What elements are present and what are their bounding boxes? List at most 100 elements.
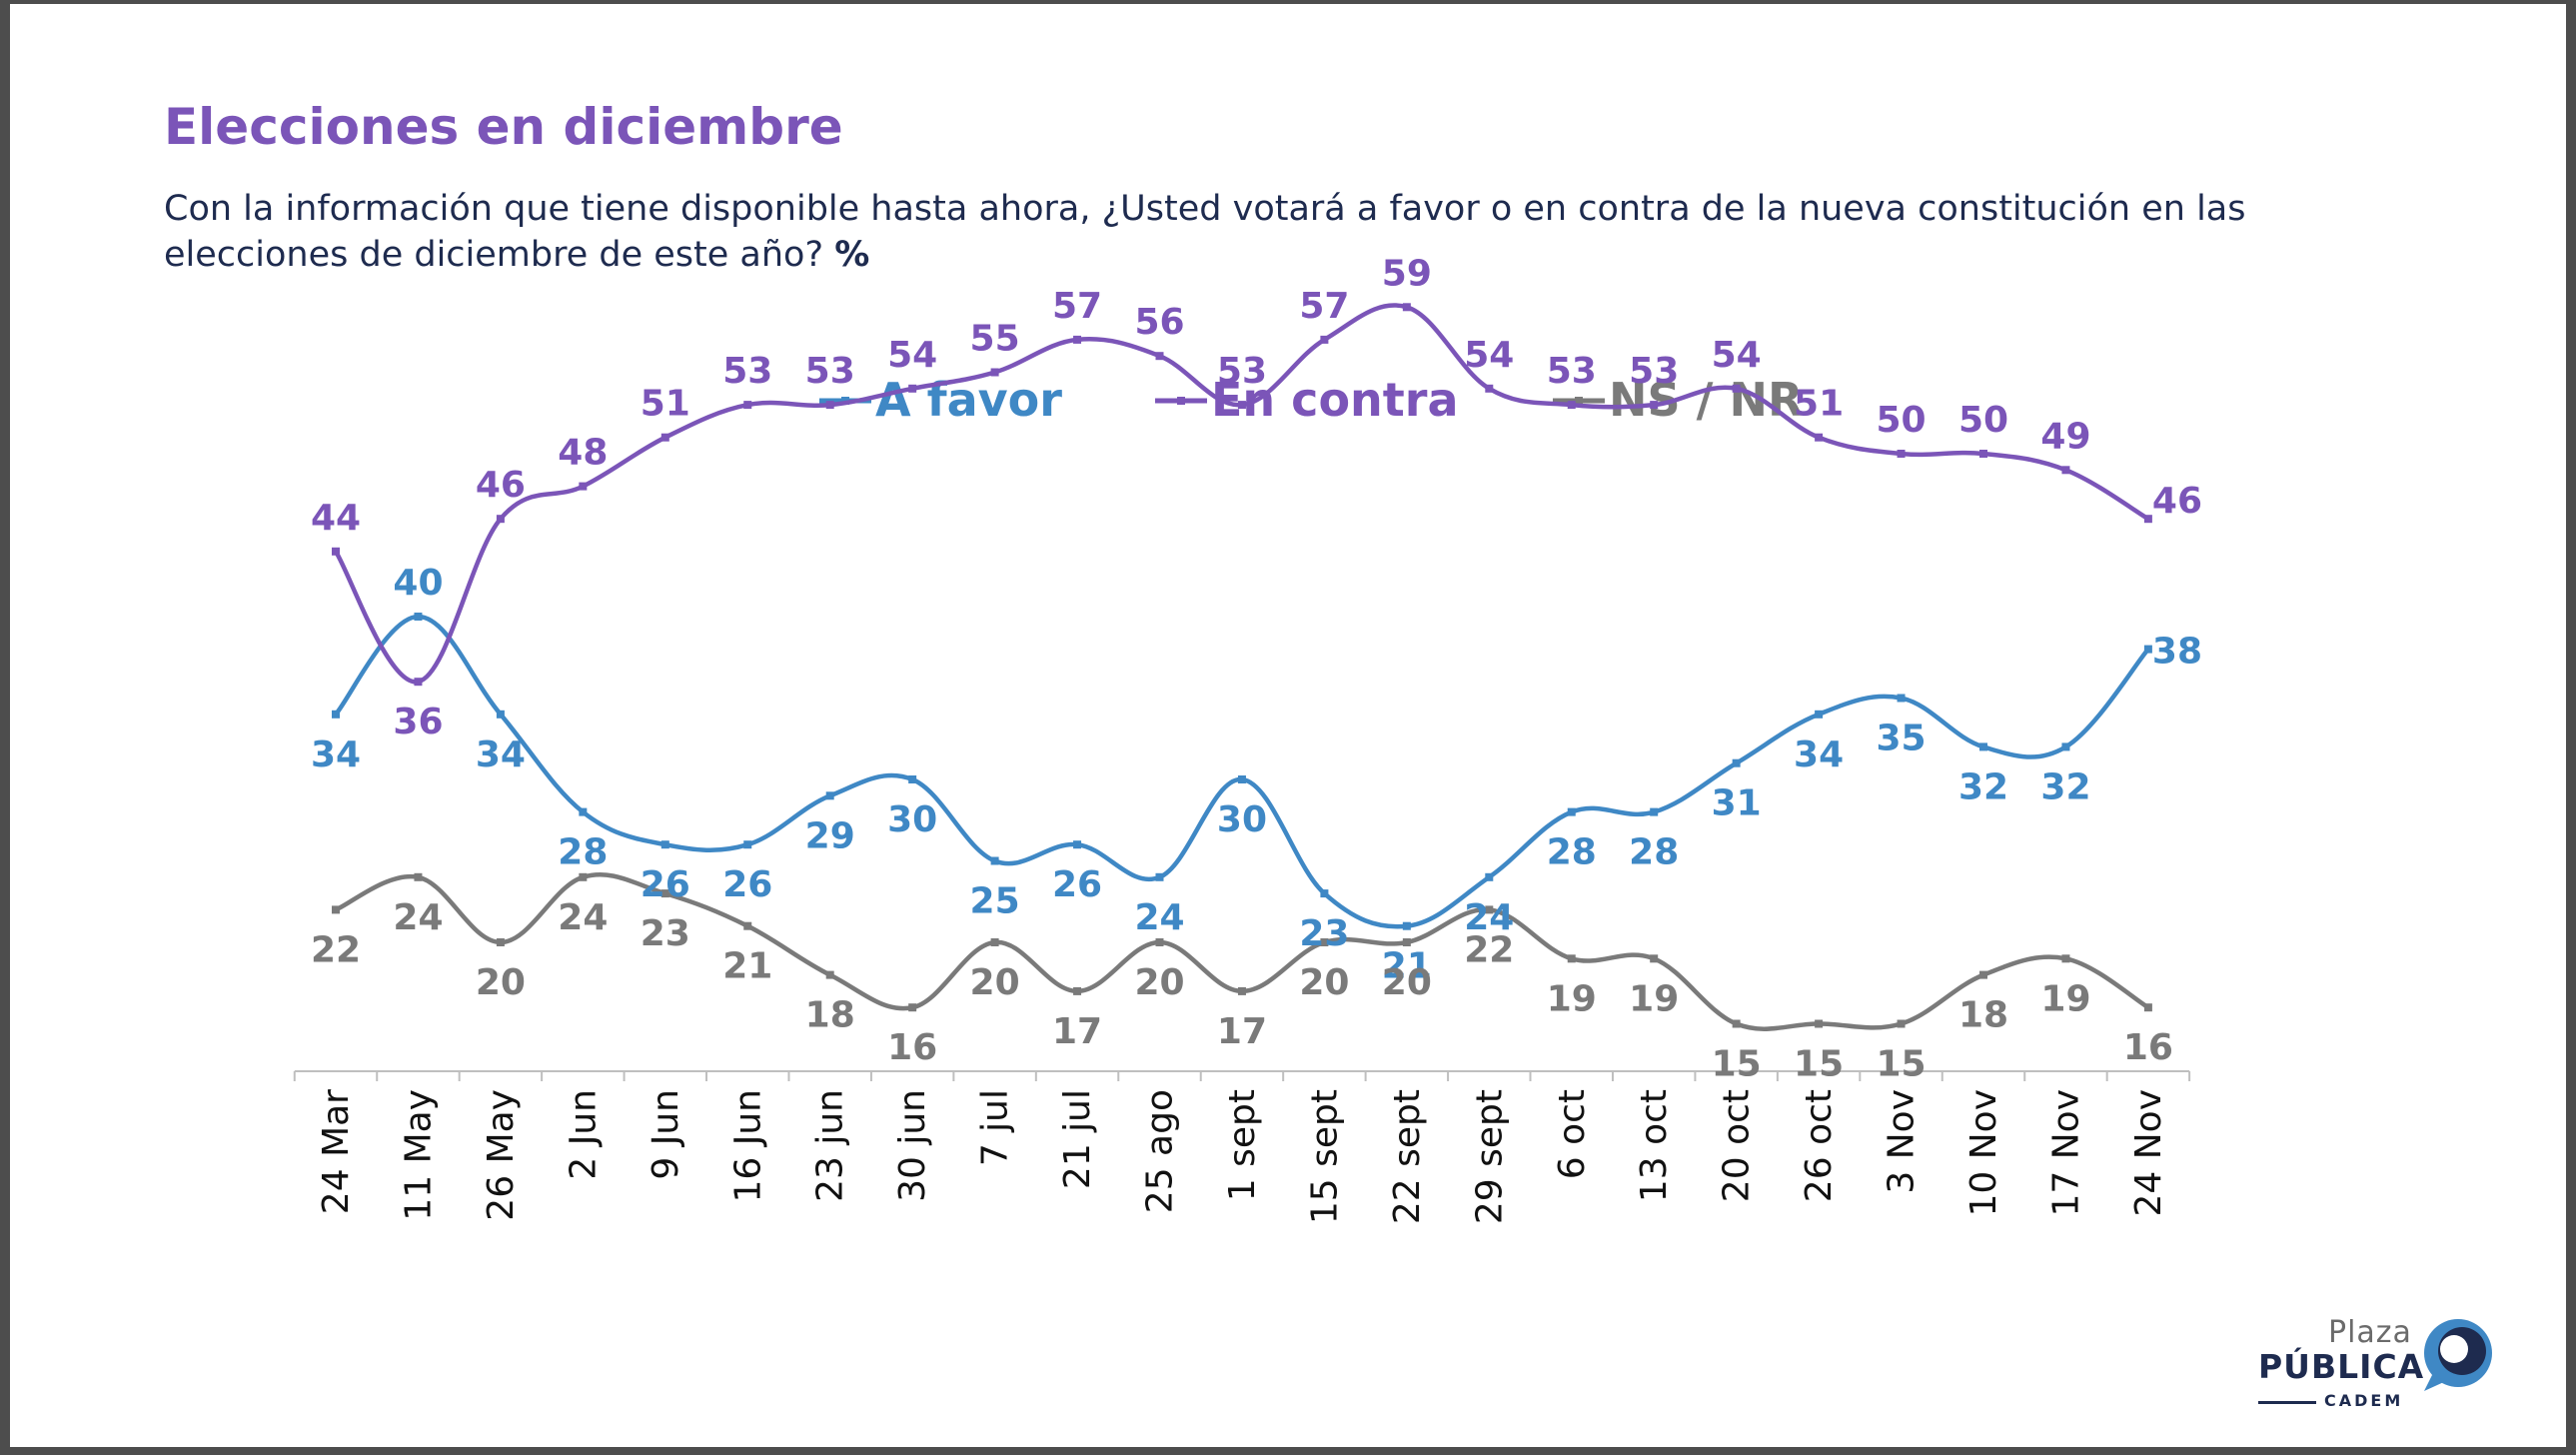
legend-label-a-favor: A favor (875, 373, 1062, 427)
data-label-ns-nr: 20 (970, 962, 1020, 1003)
data-label-en-contra: 51 (641, 384, 690, 425)
data-point-ns-nr (1979, 970, 1987, 979)
data-label-ns-nr: 20 (1134, 962, 1184, 1003)
data-label-en-contra: 59 (1382, 253, 1432, 294)
data-point-ns-nr (990, 938, 999, 946)
data-point-ns-nr (908, 1003, 917, 1012)
data-label-ns-nr: 19 (1629, 978, 1679, 1019)
data-label-ns-nr: 15 (1712, 1044, 1762, 1085)
data-labels: 34 40 34 28 26 26 29 30 25 26 24 30 23 21 24 28 28 31 34 35… (311, 253, 2202, 1084)
data-point-ns-nr (660, 889, 669, 898)
speech-bubble-icon (2424, 1319, 2492, 1391)
data-label-a-favor: 30 (887, 799, 937, 840)
page-title: Elecciones en diciembre (164, 98, 843, 156)
data-point-en-contra (1155, 352, 1164, 361)
data-label-a-favor: 38 (2152, 632, 2202, 673)
data-label-a-favor: 23 (1299, 913, 1349, 954)
slide (10, 4, 2566, 1447)
data-point-en-contra (1073, 335, 1082, 344)
data-label-en-contra: 44 (311, 498, 361, 539)
data-label-ns-nr: 17 (1052, 1011, 1102, 1052)
data-label-ns-nr: 16 (887, 1027, 937, 1068)
data-label-a-favor: 28 (558, 832, 608, 873)
series-layer (332, 303, 2152, 1031)
data-point-ns-nr (496, 938, 505, 946)
data-label-ns-nr: 15 (1794, 1044, 1844, 1085)
data-point-en-contra (990, 368, 999, 377)
data-point-en-contra (1732, 384, 1741, 393)
data-label-a-favor: 21 (1382, 946, 1432, 987)
x-tick-label: 22 sept (1387, 1089, 1428, 1224)
data-point-a-favor (1320, 889, 1329, 898)
data-label-en-contra: 53 (722, 351, 772, 392)
data-point-ns-nr (579, 872, 588, 881)
data-label-a-favor: 31 (1712, 783, 1762, 824)
logo-publica-text: PÚBLICA (2258, 1347, 2425, 1386)
x-tick-label: 20 oct (1717, 1089, 1758, 1202)
x-axis: 24 Mar 11 May 26 May 2 Jun 9 Jun 16 Jun 23 jun… (293, 1070, 2191, 1224)
data-point-a-favor (1155, 872, 1164, 881)
data-point-en-contra (1815, 433, 1824, 442)
data-point-ns-nr (1650, 954, 1659, 963)
data-label-a-favor: 30 (1217, 799, 1267, 840)
data-label-a-favor: 32 (2040, 766, 2090, 807)
series-en-contra (332, 303, 2152, 687)
data-label-ns-nr: 20 (1299, 962, 1349, 1003)
x-tick-label: 29 sept (1469, 1089, 1510, 1224)
data-label-en-contra: 54 (1712, 335, 1762, 376)
data-point-en-contra (660, 433, 669, 442)
data-label-ns-nr: 20 (476, 962, 526, 1003)
data-point-en-contra (414, 678, 423, 687)
x-tick-label: 23 jun (810, 1089, 851, 1202)
data-label-en-contra: 36 (393, 702, 443, 742)
data-point-a-favor (990, 856, 999, 865)
data-point-a-favor (1237, 775, 1246, 783)
data-label-en-contra: 54 (1464, 335, 1514, 376)
x-tick-label: 9 Jun (645, 1089, 686, 1180)
x-tick-label: 1 sept (1222, 1089, 1263, 1201)
x-tick-label: 10 Nov (1963, 1089, 2004, 1217)
data-label-en-contra: 53 (1629, 351, 1679, 392)
data-label-a-favor: 26 (722, 864, 772, 905)
legend-marker-en-contra (1177, 397, 1185, 405)
data-point-ns-nr (1320, 938, 1329, 946)
x-tick-label: 26 oct (1799, 1089, 1840, 1202)
data-point-en-contra (1567, 401, 1576, 410)
data-point-en-contra (2061, 466, 2070, 475)
chart-question: Con la información que tiene disponible … (164, 186, 2362, 278)
x-tick-label: 17 Nov (2045, 1089, 2086, 1217)
plaza-publica-cadem-logo: Plaza PÚBLICA CADEM (2258, 1309, 2508, 1429)
data-point-a-favor (1650, 807, 1659, 816)
data-label-en-contra: 57 (1299, 286, 1349, 327)
data-point-ns-nr (332, 905, 340, 914)
data-point-ns-nr (2061, 954, 2070, 963)
data-point-a-favor (1402, 921, 1411, 930)
data-point-ns-nr (2143, 1003, 2152, 1012)
data-label-a-favor: 25 (970, 881, 1020, 922)
data-label-ns-nr: 22 (1464, 929, 1514, 970)
data-point-a-favor (2061, 742, 2070, 751)
data-label-ns-nr: 18 (1958, 995, 2008, 1036)
x-tick-label: 7 jul (975, 1089, 1016, 1166)
x-tick-label: 3 Nov (1882, 1089, 1923, 1194)
logo-plaza-text: Plaza (2328, 1315, 2412, 1350)
data-point-en-contra (332, 547, 340, 556)
x-tick-label: 15 sept (1304, 1089, 1345, 1224)
data-point-ns-nr (1402, 938, 1411, 946)
data-point-en-contra (1320, 335, 1329, 344)
data-point-a-favor (2143, 645, 2152, 654)
data-label-ns-nr: 15 (1876, 1044, 1926, 1085)
data-label-a-favor: 24 (1464, 897, 1514, 938)
data-label-ns-nr: 17 (1217, 1011, 1267, 1052)
x-tick-label: 13 oct (1634, 1089, 1675, 1202)
data-label-en-contra: 53 (1217, 351, 1267, 392)
data-label-en-contra: 49 (2040, 416, 2090, 457)
logo-cadem-text: CADEM (2324, 1391, 2404, 1410)
data-point-en-contra (743, 401, 752, 410)
legend-item-a-favor: A favor (819, 373, 1062, 427)
data-point-en-contra (1979, 450, 1987, 458)
x-tick-label: 24 Mar (316, 1089, 357, 1214)
data-label-a-favor: 26 (1052, 864, 1102, 905)
data-label-a-favor: 24 (1134, 897, 1184, 938)
legend-item-ns-nr: NS / NR (1553, 373, 1803, 427)
